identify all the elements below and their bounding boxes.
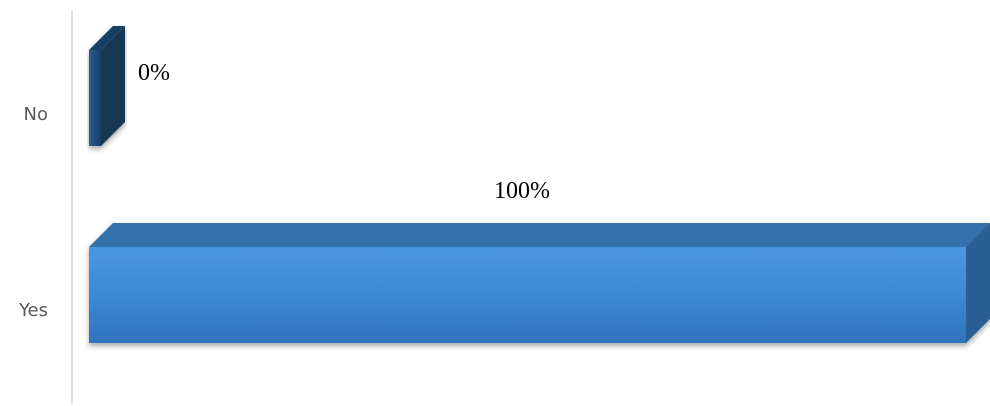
bar-yes-front-face <box>89 247 966 343</box>
bar-no-end-face <box>101 26 125 146</box>
bar-no <box>89 26 125 146</box>
labels-layer: No Yes 0% 100% <box>18 60 550 321</box>
bar-yes-end-face <box>966 223 990 343</box>
data-label-yes: 100% <box>494 178 550 204</box>
category-label-no: No <box>24 104 48 125</box>
bar-yes <box>89 223 990 343</box>
category-label-yes: Yes <box>18 300 48 321</box>
bar-yes-top-face <box>89 223 990 247</box>
bar-no-front-face <box>89 50 101 146</box>
data-label-no: 0% <box>138 60 170 86</box>
bar-no-top-face <box>89 26 125 50</box>
bars-layer <box>89 26 990 343</box>
